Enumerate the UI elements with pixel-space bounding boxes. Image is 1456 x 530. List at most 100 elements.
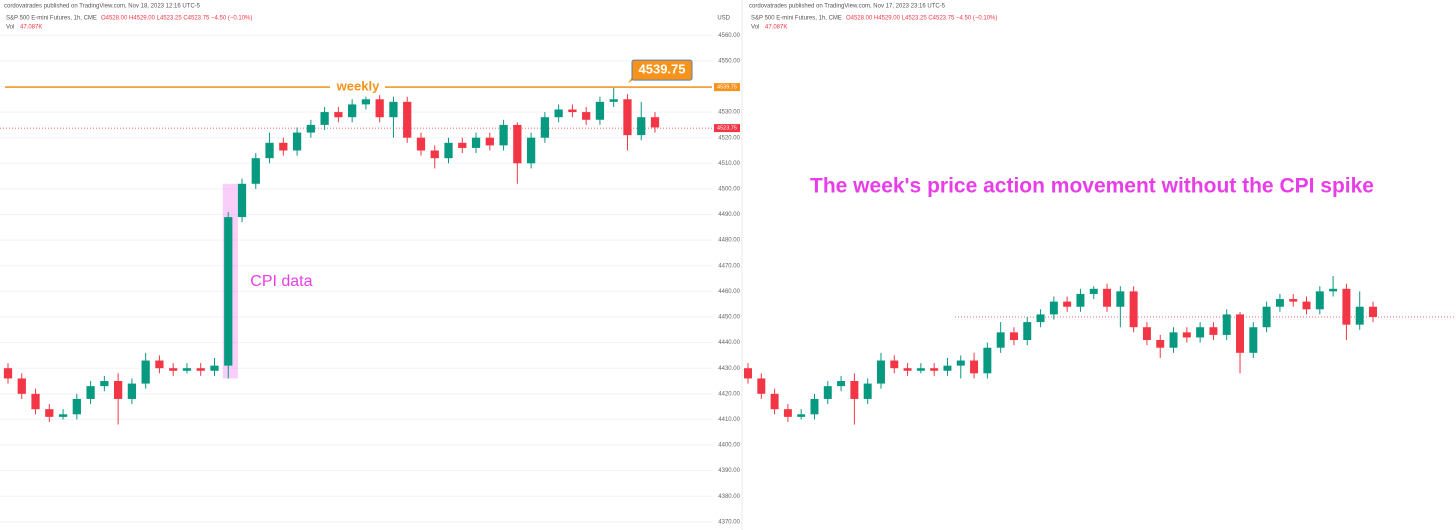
candle-body xyxy=(1089,288,1098,294)
highlight-label: CPI data xyxy=(250,273,312,290)
y-tick-label: 4520.00 xyxy=(718,135,740,141)
candle-body xyxy=(375,99,384,118)
symbol: S&P 500 E-mini Futures, 1h, CME xyxy=(751,16,842,22)
y-tick-label: 4420.00 xyxy=(718,391,740,397)
candle-body xyxy=(568,109,577,113)
volume-label: Vol xyxy=(6,25,14,31)
candle-body xyxy=(956,360,965,366)
candle-body xyxy=(100,381,109,387)
annotation: The week's price action movement without… xyxy=(810,175,1374,198)
candle-body xyxy=(113,381,123,399)
publisher: cordovatrades published on TradingView.c… xyxy=(4,4,201,10)
candle-body xyxy=(1249,327,1258,353)
candle-body xyxy=(306,124,315,133)
candle-body xyxy=(744,368,752,379)
y-tick-label: 4430.00 xyxy=(718,366,740,372)
candle-body xyxy=(196,368,205,371)
candle-body xyxy=(1355,306,1364,325)
candle-body xyxy=(31,393,40,410)
candle-body xyxy=(850,381,859,399)
last-price-label: 4523.75 xyxy=(717,126,737,132)
candle-body xyxy=(389,101,398,118)
candle-body xyxy=(554,109,563,118)
candle-body xyxy=(943,365,952,371)
candle-body xyxy=(471,137,481,148)
candle-body xyxy=(265,142,274,159)
candle-body xyxy=(1103,288,1112,307)
candle-body xyxy=(1129,291,1138,328)
y-tick-label: 4390.00 xyxy=(718,468,740,474)
publisher: cordovatrades published on TradingView.c… xyxy=(749,4,946,10)
candle-body xyxy=(757,378,766,394)
candle-body xyxy=(155,360,164,369)
y-tick-label: 4560.00 xyxy=(718,33,740,39)
candle-body xyxy=(876,360,885,384)
ohlc: O4528.00 H4529.00 L4523.25 C4523.75 −4.5… xyxy=(846,16,997,22)
candle-body xyxy=(1222,314,1231,335)
candle-body xyxy=(526,137,536,164)
candle-body xyxy=(1156,340,1165,348)
candle-body xyxy=(1275,299,1284,307)
candle-body xyxy=(903,368,912,371)
candle-body xyxy=(320,112,329,125)
y-tick-label: 4530.00 xyxy=(718,110,740,116)
y-tick-label: 4480.00 xyxy=(718,238,740,244)
candle-body xyxy=(1116,291,1125,307)
candle-body xyxy=(1236,314,1245,353)
y-tick-label: 4470.00 xyxy=(718,263,740,269)
candle-body xyxy=(637,117,646,136)
candle-body xyxy=(797,414,806,417)
candle-body xyxy=(1142,327,1151,341)
candle-body xyxy=(609,99,618,102)
candle-body xyxy=(1262,306,1271,328)
y-tick-label: 4490.00 xyxy=(718,212,740,218)
candle-body xyxy=(1302,301,1311,310)
last-price-tag xyxy=(714,124,740,133)
candle-body xyxy=(485,137,494,146)
volume: 47.087K xyxy=(20,25,42,31)
candle-body xyxy=(334,112,343,118)
candle-body xyxy=(58,414,68,417)
y-tick-label: 4450.00 xyxy=(718,315,740,321)
candle-body xyxy=(348,104,357,118)
candle-body xyxy=(361,99,371,105)
candle-body xyxy=(1036,314,1045,323)
y-tick-label: 4500.00 xyxy=(718,186,740,192)
y-tick-label: 4400.00 xyxy=(718,443,740,449)
volume: 47.087K xyxy=(765,25,787,31)
candle-body xyxy=(783,409,792,417)
candle-body xyxy=(1342,288,1351,325)
candle-body xyxy=(1289,299,1298,302)
candle-body xyxy=(444,142,453,159)
candle-body xyxy=(1315,291,1324,310)
candle-body xyxy=(1329,288,1338,292)
candle-body xyxy=(86,386,95,399)
candle-body xyxy=(169,368,178,371)
candle-body xyxy=(279,142,288,151)
candle-body xyxy=(1169,332,1178,348)
y-tick-label: 4550.00 xyxy=(718,58,740,64)
level-label-bg xyxy=(330,79,385,96)
candle-body xyxy=(595,101,605,120)
candle-body xyxy=(1049,301,1058,315)
candle-body xyxy=(863,383,872,399)
candle-body xyxy=(1009,332,1018,341)
ohlc: O4528.00 H4529.00 L4523.25 C4523.75 −4.5… xyxy=(101,16,252,22)
y-tick-label: 4410.00 xyxy=(718,417,740,423)
candle-body xyxy=(182,368,192,371)
candle-body xyxy=(1196,327,1205,338)
y-tick-label: 4510.00 xyxy=(718,161,740,167)
candle-body xyxy=(996,332,1005,348)
y-tick-label: 4370.00 xyxy=(718,519,740,525)
candle-body xyxy=(237,183,247,218)
candle-body xyxy=(430,150,439,159)
candle-body xyxy=(930,368,939,371)
level-tag-label: 4539.75 xyxy=(717,85,737,91)
candle-body xyxy=(970,360,979,374)
candle-body xyxy=(458,142,467,148)
candle-body xyxy=(72,398,81,415)
level-tag xyxy=(714,83,740,92)
candle-body xyxy=(1182,332,1191,338)
candle-body xyxy=(513,124,522,164)
